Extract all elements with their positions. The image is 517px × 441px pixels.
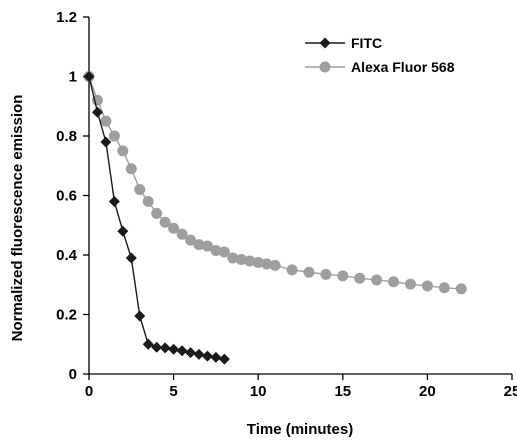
data-point-fitc [100,136,112,148]
data-point-alexa-fluor-568 [185,234,197,246]
series-alexa-fluor-568 [83,71,467,295]
data-point-alexa-fluor-568 [125,163,137,175]
data-point-alexa-fluor-568 [201,240,213,252]
data-point-alexa-fluor-568 [100,115,112,127]
data-point-fitc [176,345,188,357]
data-point-alexa-fluor-568 [193,239,205,251]
data-point-fitc [201,350,213,362]
data-point-alexa-fluor-568 [303,266,315,278]
data-point-alexa-fluor-568 [421,280,433,292]
data-point-fitc [193,348,205,360]
data-point-fitc [159,342,171,354]
data-point-alexa-fluor-568 [151,207,163,219]
data-point-fitc [108,195,120,207]
legend-marker-fitc [319,37,331,49]
x-tick-label: 20 [419,383,436,400]
y-tick-label: 1.2 [56,9,77,26]
legend-item-alexa-fluor-568: Alexa Fluor 568 [305,59,455,75]
data-point-alexa-fluor-568 [455,283,467,295]
y-tick-label: 0.4 [56,247,78,264]
series-fitc [83,71,230,365]
data-point-alexa-fluor-568 [438,282,450,294]
y-tick-label: 0.8 [56,128,77,145]
data-point-alexa-fluor-568 [404,278,416,290]
y-tick-label: 0 [69,366,77,383]
data-point-alexa-fluor-568 [261,258,273,270]
data-point-alexa-fluor-568 [252,256,264,268]
data-point-fitc [151,341,163,353]
data-point-alexa-fluor-568 [108,130,120,142]
data-point-fitc [168,343,180,355]
y-tick-label: 0.6 [56,188,77,205]
data-point-fitc [210,351,222,363]
data-point-alexa-fluor-568 [244,255,256,267]
data-point-alexa-fluor-568 [235,253,247,265]
data-point-alexa-fluor-568 [286,264,298,276]
legend-label-fitc: FITC [351,35,382,51]
data-point-alexa-fluor-568 [227,252,239,264]
data-point-alexa-fluor-568 [176,228,188,240]
axes: 0 0.2 0.4 0.6 0.8 1 1.2 0 5 10 15 20 25 [56,9,517,400]
data-point-fitc [83,71,95,82]
x-tick-label: 25 [504,383,517,400]
data-point-fitc [134,310,146,322]
data-point-fitc [117,225,129,237]
y-tick-label: 1 [69,69,77,86]
data-point-alexa-fluor-568 [134,184,146,196]
legend: FITC Alexa Fluor 568 [305,35,455,75]
data-point-alexa-fluor-568 [371,274,383,286]
data-point-fitc [218,353,230,365]
x-axis-title: Time (minutes) [247,421,353,438]
data-point-alexa-fluor-568 [218,246,230,258]
data-point-alexa-fluor-568 [142,195,154,207]
y-axis-title: Normalized fluorescence emission [9,95,26,342]
data-point-fitc [125,252,137,264]
data-point-alexa-fluor-568 [337,270,349,282]
y-tick-label: 0.2 [56,307,77,324]
data-point-alexa-fluor-568 [388,276,400,288]
data-point-alexa-fluor-568 [210,245,222,257]
legend-marker-alexa-fluor-568 [319,61,331,73]
x-tick-label: 10 [250,383,267,400]
data-point-alexa-fluor-568 [354,272,366,284]
series-layer [83,71,467,365]
x-tick-label: 15 [334,383,351,400]
data-point-alexa-fluor-568 [117,145,129,157]
data-point-fitc [142,338,154,350]
legend-item-fitc: FITC [305,35,382,51]
data-point-alexa-fluor-568 [168,222,180,234]
x-tick-label: 0 [85,383,93,400]
data-point-alexa-fluor-568 [269,259,281,271]
data-point-alexa-fluor-568 [320,268,332,280]
x-tick-label: 5 [169,383,177,400]
series-line-alexa-fluor-568 [88,76,462,290]
legend-label-alexa-fluor-568: Alexa Fluor 568 [351,59,455,75]
data-point-alexa-fluor-568 [159,216,171,228]
data-point-fitc [185,347,197,359]
data-point-fitc [91,106,103,118]
